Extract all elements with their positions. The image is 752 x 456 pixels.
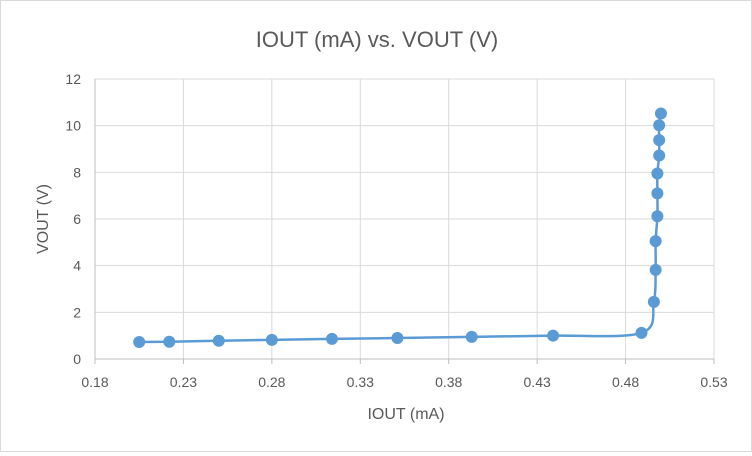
x-tick-label: 0.43 (524, 374, 551, 390)
axes (94, 79, 715, 364)
data-point (133, 335, 146, 348)
data-point (465, 330, 478, 343)
data-point (647, 295, 660, 308)
x-tick-label: 0.28 (258, 374, 285, 390)
series-line (139, 113, 663, 344)
data-point (325, 332, 338, 345)
data-point (653, 119, 666, 132)
y-tick-label: 4 (73, 258, 81, 274)
data-point (391, 332, 404, 344)
data-point (547, 329, 560, 342)
data-point (635, 326, 648, 339)
data-point (649, 235, 662, 248)
y-tick-label: 8 (73, 164, 81, 180)
y-tick-label: 10 (65, 118, 81, 134)
x-axis-title: IOUT (mA) (367, 406, 444, 423)
y-axis-title: VOUT (V) (35, 184, 52, 254)
data-series (133, 107, 667, 348)
y-tick-label: 6 (73, 211, 81, 227)
data-point (653, 134, 666, 147)
x-tick-label: 0.18 (81, 374, 108, 390)
data-point (653, 149, 666, 162)
data-point (654, 107, 667, 120)
grid-lines (95, 78, 715, 359)
data-point (651, 210, 664, 223)
data-point (212, 334, 225, 347)
data-point (265, 333, 278, 346)
y-tick-label: 12 (65, 71, 81, 87)
tick-labels: 0.18 0.23 0.28 0.33 0.38 0.43 0.48 0.53 0 2 4 6 8 10 1… (65, 71, 727, 390)
data-point (163, 335, 176, 348)
data-point (651, 187, 664, 200)
x-tick-label: 0.23 (170, 374, 197, 390)
data-point (649, 263, 662, 276)
data-point (651, 167, 664, 180)
x-tick-label: 0.38 (435, 374, 462, 390)
x-tick-label: 0.53 (700, 374, 727, 390)
chart-title: IOUT (mA) vs. VOUT (V) (256, 27, 498, 52)
y-tick-label: 2 (73, 304, 81, 320)
x-tick-label: 0.48 (612, 374, 639, 390)
y-tick-label: 0 (73, 351, 81, 367)
x-tick-label: 0.33 (347, 374, 374, 390)
